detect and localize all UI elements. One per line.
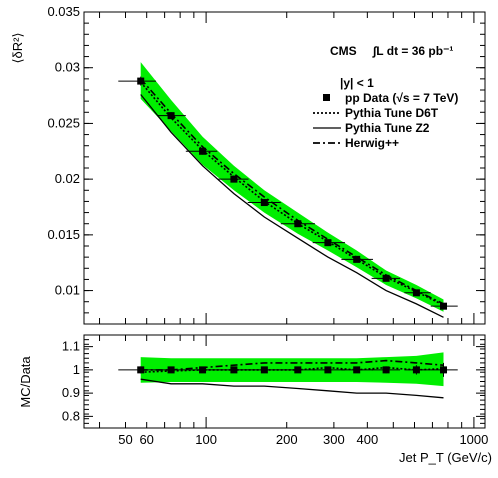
main-data-point bbox=[199, 147, 207, 155]
ratio-y-tick-label: 1 bbox=[73, 362, 80, 377]
ratio-data-point bbox=[353, 366, 361, 374]
main-data-point bbox=[353, 255, 361, 263]
main-data-point bbox=[167, 112, 175, 120]
ratio-data-point bbox=[230, 366, 238, 374]
rapidity-selection-label: |y| < 1 bbox=[340, 76, 374, 90]
main-y-tick-label: 0.01 bbox=[55, 283, 80, 298]
x-tick-label: 1000 bbox=[459, 432, 488, 447]
main-data-point bbox=[260, 199, 268, 207]
ratio-data-point bbox=[167, 366, 175, 374]
main-y-tick-label: 0.035 bbox=[47, 4, 80, 19]
ratio-data-point bbox=[294, 366, 302, 374]
main-y-tick-label: 0.02 bbox=[55, 171, 80, 186]
main-data-point bbox=[440, 302, 448, 310]
ratio-data-point bbox=[324, 366, 332, 374]
ratio-y-axis-title: MC/Data bbox=[18, 356, 33, 408]
main-panel: 0.01 0.015 0.02 0.025 0.03 0.035 ⟨δR²⟩ CMS ∫L… bbox=[10, 4, 486, 325]
x-tick-label: 400 bbox=[356, 432, 378, 447]
ratio-curve-herwig- bbox=[140, 359, 444, 371]
legend-label: Herwig++ bbox=[345, 136, 399, 150]
main-y-tick-label: 0.025 bbox=[47, 115, 80, 130]
main-data-point bbox=[294, 220, 302, 228]
main-plot-frame bbox=[83, 11, 486, 325]
ratio-mc-uncertainty-band bbox=[140, 352, 444, 387]
legend-label: Pythia Tune D6T bbox=[345, 106, 439, 120]
legend-label: Pythia Tune Z2 bbox=[345, 121, 430, 135]
ratio-curve-pythia-tune-z2 bbox=[140, 378, 444, 399]
ratio-y-tick-label: 0.8 bbox=[62, 408, 80, 423]
x-tick-label: 300 bbox=[323, 432, 345, 447]
ratio-data-points-group bbox=[118, 362, 458, 377]
x-tick-label: 50 bbox=[118, 432, 132, 447]
main-y-axis-title: ⟨δR²⟩ bbox=[10, 32, 25, 63]
x-tick-label: 60 bbox=[139, 432, 153, 447]
x-tick-label: 200 bbox=[276, 432, 298, 447]
ratio-y-tick-label: 1.1 bbox=[62, 339, 80, 354]
ratio-data-point bbox=[260, 366, 268, 374]
main-data-point bbox=[324, 239, 332, 247]
main-data-point bbox=[412, 289, 420, 297]
main-mc-band-group bbox=[140, 62, 444, 312]
luminosity-label: ∫L dt = 36 pb⁻¹ bbox=[372, 44, 453, 58]
ratio-panel: 0.8 0.9 1 1.1 50 60 100 200 300 400 1000 MC/Data J… bbox=[18, 334, 492, 465]
experiment-label: CMS bbox=[330, 44, 357, 58]
x-tick-label: 100 bbox=[195, 432, 217, 447]
ratio-data-point bbox=[412, 366, 420, 374]
legend-marker-data bbox=[323, 94, 330, 101]
legend: pp Data (√s = 7 TeV)Pythia Tune D6TPythi… bbox=[313, 91, 458, 150]
main-data-point bbox=[230, 175, 238, 183]
main-curve-pythia-tune-z2 bbox=[140, 94, 444, 318]
ratio-axes-group: 0.8 0.9 1 1.1 50 60 100 200 300 400 1000 bbox=[62, 334, 488, 447]
ratio-data-point bbox=[440, 366, 448, 374]
main-mc-uncertainty-band bbox=[140, 62, 444, 312]
cms-annotation: CMS ∫L dt = 36 pb⁻¹ |y| < 1 bbox=[330, 44, 453, 90]
ratio-mc-band-group bbox=[140, 352, 444, 387]
ratio-data-point bbox=[382, 366, 390, 374]
main-axes-group: 0.01 0.015 0.02 0.025 0.03 0.035 bbox=[47, 4, 485, 325]
legend-label: pp Data (√s = 7 TeV) bbox=[345, 91, 458, 105]
main-data-points-group bbox=[118, 76, 458, 310]
ratio-y-tick-label: 0.9 bbox=[62, 385, 80, 400]
x-axis-title: Jet P_T (GeV/c) bbox=[399, 450, 492, 465]
main-y-tick-label: 0.03 bbox=[55, 60, 80, 75]
ratio-data-point bbox=[199, 366, 207, 374]
main-y-tick-label: 0.015 bbox=[47, 227, 80, 242]
main-data-point bbox=[382, 274, 390, 282]
main-data-point bbox=[137, 77, 145, 85]
ratio-data-point bbox=[137, 366, 145, 374]
